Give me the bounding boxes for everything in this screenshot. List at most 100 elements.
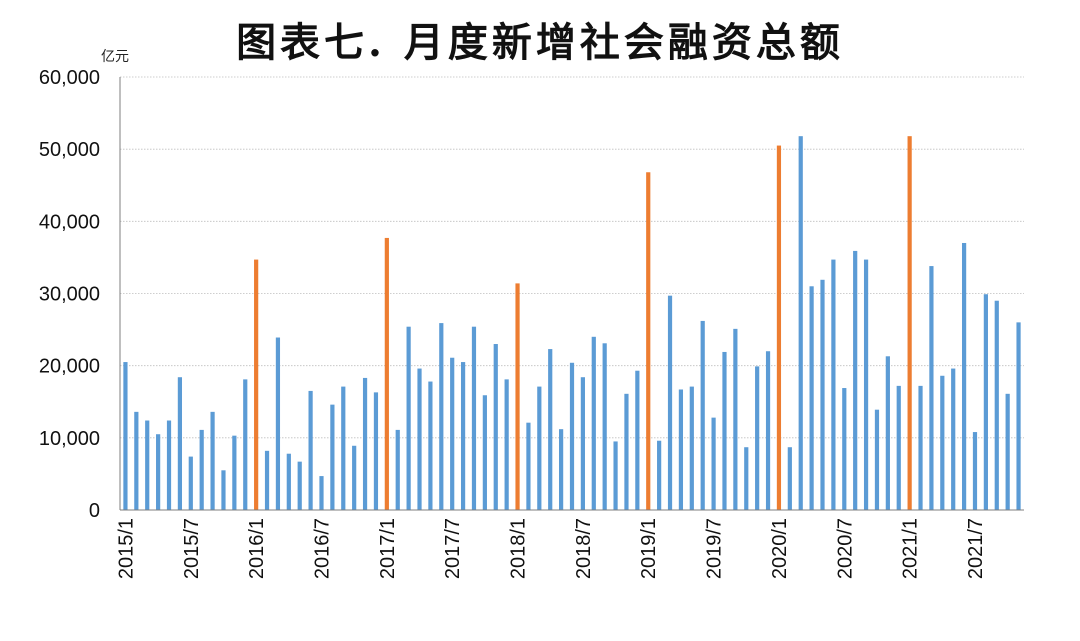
bar: [417, 368, 422, 510]
bar: [820, 279, 825, 510]
bar: [885, 356, 890, 510]
bar: [145, 420, 150, 510]
bar: [188, 456, 193, 510]
bar: [123, 362, 128, 510]
bar: [177, 377, 183, 510]
bar: [548, 349, 553, 510]
bar: [624, 393, 629, 510]
bar: [482, 395, 487, 510]
y-tick-label: 40,000: [39, 211, 100, 233]
bar: [733, 328, 738, 510]
y-tick-labels: 0 10,000 20,000 30,000 40,000 50,000 60,000: [39, 67, 100, 522]
bar-january: [776, 145, 782, 510]
bar: [744, 447, 749, 510]
bar: [319, 476, 324, 510]
bar-january: [907, 136, 912, 510]
bar: [373, 392, 379, 510]
x-tick-label: 2021/7: [965, 518, 987, 579]
bar: [929, 266, 934, 510]
bar: [264, 450, 270, 510]
y-tick-label: 20,000: [39, 356, 100, 378]
bar: [853, 250, 858, 510]
bar: [297, 461, 302, 510]
bar: [471, 326, 477, 510]
bar-january: [646, 172, 651, 510]
bar: [602, 343, 607, 510]
x-tick-label: 2016/7: [311, 518, 333, 579]
bar: [406, 326, 411, 510]
x-tick-label: 2017/7: [442, 518, 464, 579]
bar: [439, 323, 444, 510]
bar: [352, 445, 357, 510]
axes: [119, 77, 1024, 511]
bar: [537, 386, 542, 510]
bar: [362, 377, 368, 510]
bar: [765, 351, 771, 510]
x-tick-label: 2016/1: [246, 518, 268, 579]
bar: [940, 375, 945, 510]
bar: [831, 259, 836, 510]
bar: [428, 381, 433, 510]
y-tick-label: 50,000: [39, 139, 100, 161]
bar: [809, 286, 814, 510]
bar: [526, 422, 531, 510]
bar: [842, 388, 847, 510]
y-tick-label: 0: [89, 500, 100, 522]
bar: [221, 470, 226, 510]
chart-title: 图表七. 月度新增社会融资总额: [236, 19, 844, 66]
gridlines: [120, 76, 1024, 439]
bar: [559, 429, 564, 510]
bar: [134, 411, 139, 510]
bar: [591, 336, 596, 510]
bar: [918, 385, 923, 510]
bar: [951, 368, 956, 510]
bar-january: [254, 259, 259, 510]
y-axis-unit-label: 亿元: [101, 49, 129, 65]
y-tick-label: 30,000: [39, 284, 100, 306]
bar: [972, 432, 978, 510]
bar: [275, 337, 281, 510]
x-tick-label: 2017/1: [377, 518, 399, 579]
bar: [755, 366, 760, 510]
bar: [156, 434, 161, 510]
bar: [308, 390, 313, 510]
bar: [286, 453, 291, 510]
x-tick-label: 2020/7: [834, 518, 856, 579]
bar: [896, 385, 901, 510]
bar: [450, 357, 455, 510]
bar: [863, 259, 869, 510]
x-tick-labels: 2015/1 2015/7 2016/1 2016/7 2017/1 2017/7 2018…: [115, 518, 987, 579]
bar: [493, 344, 498, 510]
bar: [341, 386, 346, 510]
bar: [722, 351, 727, 510]
bar: [460, 362, 466, 510]
bar: [166, 420, 172, 510]
bar: [983, 294, 988, 510]
bar: [635, 370, 640, 510]
x-tick-label: 2015/1: [115, 518, 137, 579]
x-tick-label: 2019/1: [638, 518, 660, 579]
x-tick-label: 2019/7: [704, 518, 726, 579]
bar-january: [515, 283, 520, 510]
bar: [787, 447, 792, 510]
bar: [961, 242, 967, 510]
bars: [123, 136, 1021, 510]
x-tick-label: 2020/1: [769, 518, 791, 579]
bar: [689, 386, 694, 510]
bar: [1016, 322, 1021, 510]
bar: [613, 441, 618, 510]
bar: [874, 409, 880, 510]
bar: [667, 295, 673, 510]
bar: [243, 379, 248, 510]
y-tick-label: 10,000: [39, 428, 100, 450]
bar: [657, 440, 662, 510]
bar: [199, 429, 204, 510]
bar: [700, 320, 705, 510]
x-tick-label: 2018/7: [573, 518, 595, 579]
bar: [711, 417, 716, 510]
bar: [994, 300, 999, 510]
x-tick-label: 2018/1: [508, 518, 530, 579]
bar: [678, 389, 684, 510]
bar: [504, 379, 509, 510]
